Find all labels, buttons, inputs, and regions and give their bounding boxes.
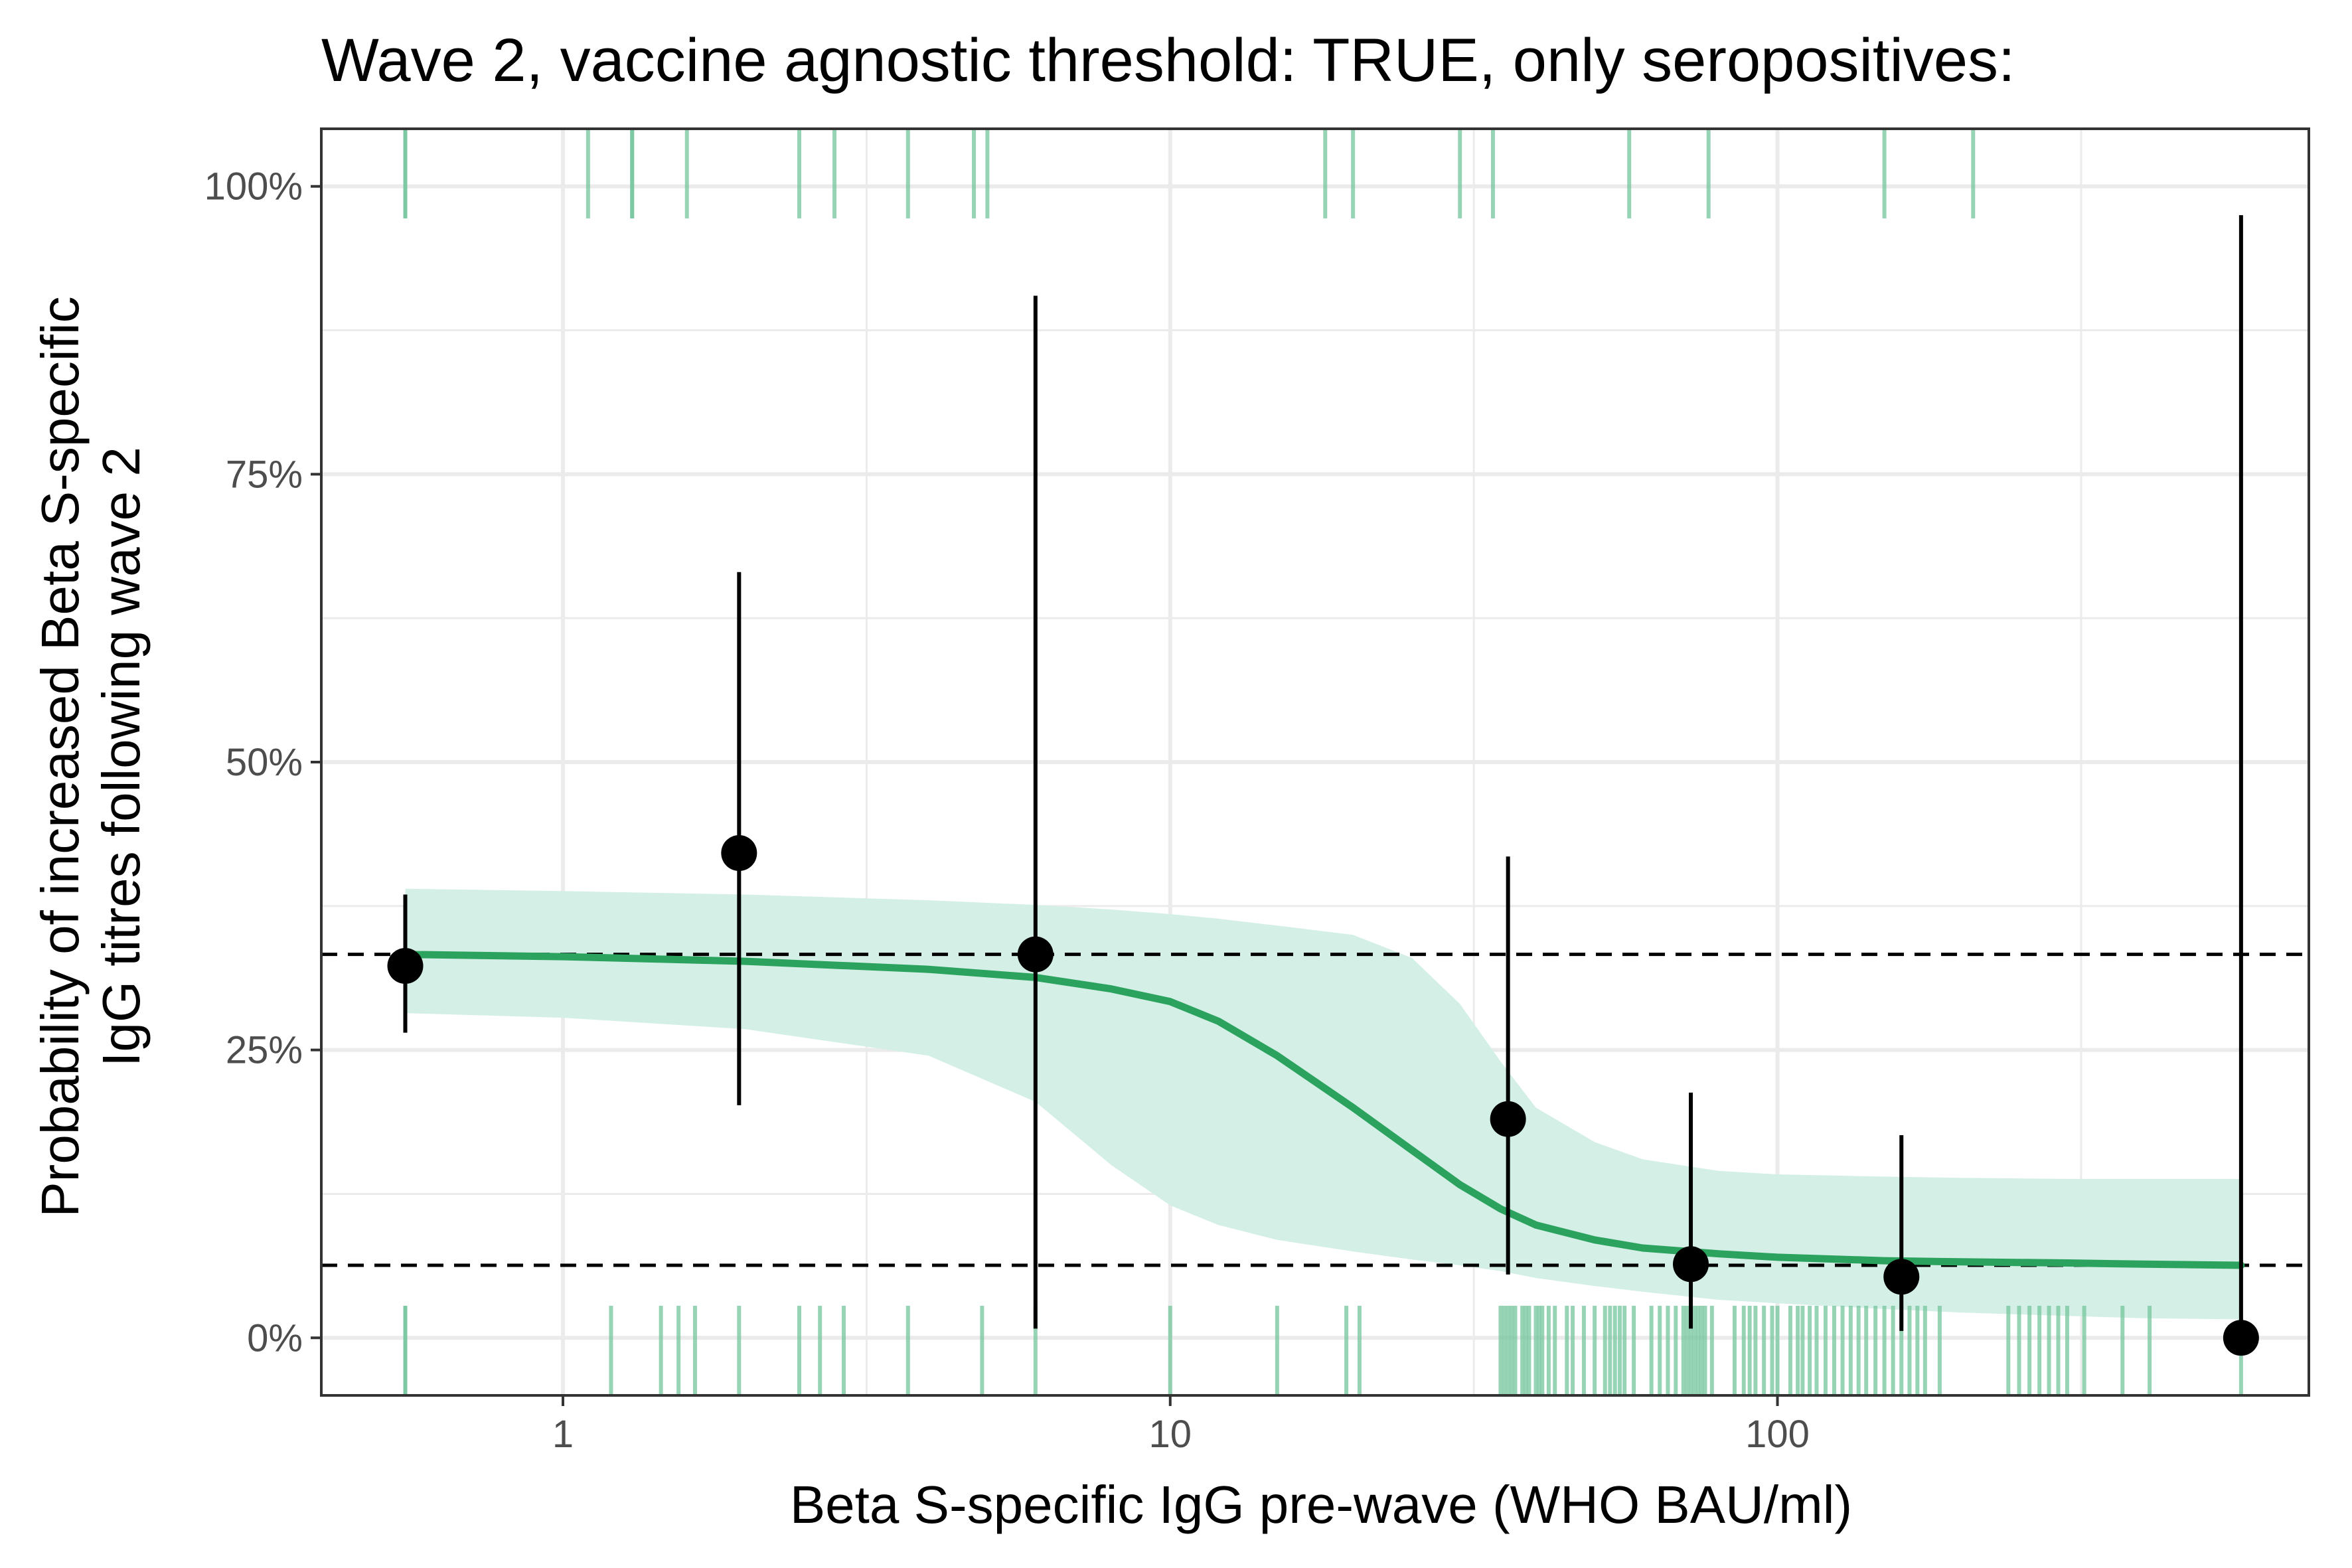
y-tick-label: 100%: [204, 165, 303, 208]
plot-panel: [320, 127, 2310, 1397]
data-point: [1883, 1259, 1920, 1295]
y-axis-title-line-1: Probability of increased Beta S-specific: [31, 296, 90, 1217]
y-axis-title-line-2: IgG titres following wave 2: [92, 447, 151, 1067]
y-tick-label: 25%: [226, 1029, 303, 1072]
data-point: [721, 835, 757, 872]
x-tick-label: 1: [552, 1413, 574, 1456]
chart-title: Wave 2, vaccine agnostic threshold: TRUE…: [321, 27, 2015, 94]
confidence-ribbon: [405, 888, 2241, 1320]
x-tick-label: 100: [1745, 1413, 1810, 1456]
data-point: [1490, 1101, 1526, 1137]
data-point: [1017, 936, 1054, 973]
data-point: [2223, 1320, 2259, 1356]
y-axis-title: Probability of increased Beta S-specific…: [31, 296, 151, 1217]
data-point: [387, 948, 424, 984]
y-tick-label: 0%: [247, 1316, 303, 1360]
data-point: [1673, 1246, 1709, 1283]
x-tick-label: 10: [1149, 1413, 1192, 1456]
y-tick-label: 75%: [226, 453, 303, 496]
x-axis-title: Beta S-specific IgG pre-wave (WHO BAU/ml…: [790, 1475, 1852, 1534]
y-tick-label: 50%: [226, 741, 303, 784]
